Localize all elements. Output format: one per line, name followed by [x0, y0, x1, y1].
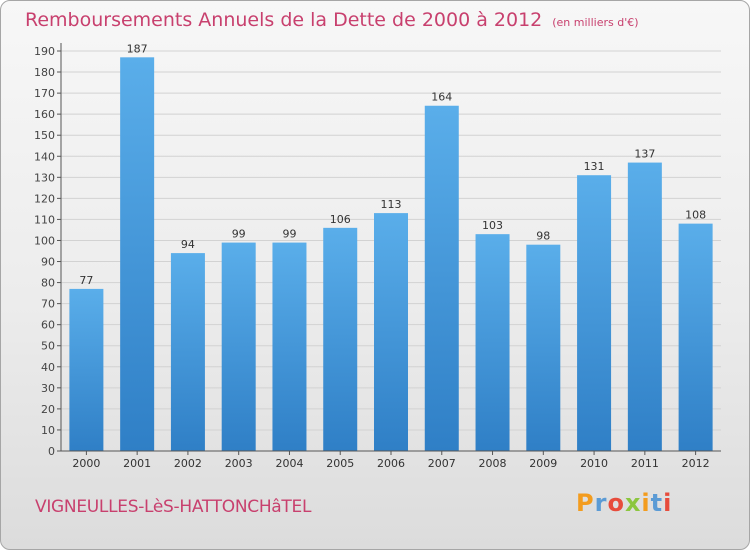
- y-tick-label: 150: [34, 129, 55, 142]
- bar-2012: [678, 223, 713, 451]
- data-label-2004: 99: [282, 228, 296, 241]
- x-tick-label-2002: 2002: [174, 457, 202, 470]
- chart-title: Remboursements Annuels de la Dette de 20…: [25, 9, 543, 31]
- logo-letter: o: [607, 489, 625, 517]
- x-tick-label-2008: 2008: [479, 457, 507, 470]
- title-block: Remboursements Annuels de la Dette de 20…: [25, 9, 639, 31]
- data-label-2006: 113: [381, 198, 402, 211]
- logo-letter: P: [576, 489, 595, 517]
- y-tick-label: 170: [34, 87, 55, 100]
- data-label-2000: 77: [79, 274, 93, 287]
- data-label-2012: 108: [685, 209, 706, 222]
- bar-2001: [120, 57, 155, 451]
- y-tick-label: 20: [41, 403, 55, 416]
- y-tick-label: 50: [41, 340, 55, 353]
- bars: [69, 57, 713, 452]
- bar-2003: [221, 242, 256, 451]
- data-label-2002: 94: [181, 238, 195, 251]
- y-tick-label: 40: [41, 361, 55, 374]
- y-tick-label: 100: [34, 234, 55, 247]
- logo-letter: t: [650, 489, 664, 517]
- bar-2011: [627, 162, 662, 451]
- bar-2000: [69, 288, 104, 451]
- data-label-2001: 187: [127, 42, 148, 55]
- bar-2010: [577, 175, 612, 452]
- y-tick-label: 30: [41, 382, 55, 395]
- bar-2009: [526, 244, 561, 451]
- logo-letter: i: [663, 489, 673, 517]
- chart-subtitle: (en milliers d'€): [552, 16, 639, 29]
- x-tick-label-2001: 2001: [123, 457, 151, 470]
- logo-letter: i: [641, 489, 651, 517]
- location-name: VIGNEULLES-LèS-HATTONCHâTEL: [35, 497, 312, 517]
- data-label-2008: 103: [482, 219, 503, 232]
- y-tick-label: 180: [34, 66, 55, 79]
- y-tick-label: 60: [41, 319, 55, 332]
- proxiti-logo: Proxiti: [576, 489, 672, 517]
- bar-2002: [170, 253, 205, 451]
- bar-2005: [323, 227, 358, 451]
- y-tick-label: 90: [41, 256, 55, 269]
- x-tick-label-2009: 2009: [529, 457, 557, 470]
- x-tick-label-2000: 2000: [72, 457, 100, 470]
- data-label-2010: 131: [584, 160, 605, 173]
- x-axis-ticks: 2000 2001 2002 2003 2004 2005 2006 2007 2008 2009…: [72, 451, 710, 470]
- y-tick-label: 80: [41, 277, 55, 290]
- bar-2007: [424, 105, 459, 451]
- logo-letter: r: [594, 489, 608, 517]
- bar-2004: [272, 242, 307, 451]
- data-label-2007: 164: [431, 91, 452, 104]
- x-tick-label-2005: 2005: [326, 457, 354, 470]
- y-axis-ticks: 0 10 20 30 40 50 60 70 80 90 100 110 120 130 140 150 160…: [34, 45, 61, 458]
- bar-2006: [374, 213, 408, 451]
- x-tick-label-2010: 2010: [580, 457, 608, 470]
- logo-letter: x: [624, 489, 642, 517]
- x-tick-label-2012: 2012: [682, 457, 710, 470]
- data-label-2003: 99: [232, 228, 246, 241]
- x-tick-label-2004: 2004: [275, 457, 303, 470]
- y-tick-label: 160: [34, 108, 55, 121]
- x-tick-label-2006: 2006: [377, 457, 405, 470]
- x-tick-label-2007: 2007: [428, 457, 456, 470]
- x-tick-label-2011: 2011: [631, 457, 659, 470]
- data-labels: 77 187 94 99 99 106 113 164 103 98 131 137 108: [79, 42, 706, 287]
- y-tick-label: 140: [34, 150, 55, 163]
- bar-2008: [475, 234, 510, 451]
- y-tick-label: 70: [41, 298, 55, 311]
- data-label-2009: 98: [536, 230, 550, 243]
- y-tick-label: 190: [34, 45, 55, 58]
- y-tick-label: 120: [34, 192, 55, 205]
- x-tick-label-2003: 2003: [225, 457, 253, 470]
- data-label-2005: 106: [330, 213, 351, 226]
- y-tick-label: 10: [41, 424, 55, 437]
- bar-chart: 0 10 20 30 40 50 60 70 80 90 100 110 120 130 140 150 160…: [34, 42, 721, 470]
- y-tick-label: 130: [34, 171, 55, 184]
- data-label-2011: 137: [634, 148, 655, 161]
- y-tick-label: 110: [34, 213, 55, 226]
- y-tick-label: 0: [48, 445, 55, 458]
